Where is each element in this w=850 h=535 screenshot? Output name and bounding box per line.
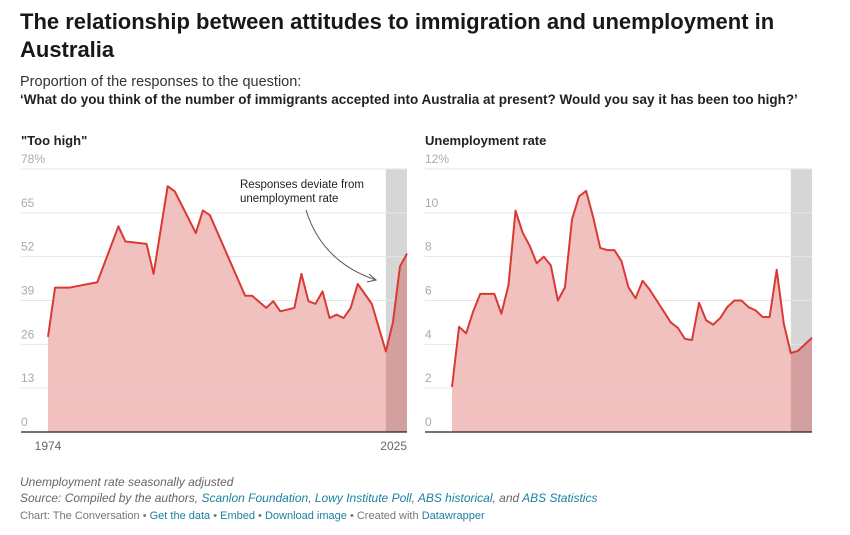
get-data-link[interactable]: Get the data xyxy=(149,510,211,522)
x-tick-label: 2025 xyxy=(380,439,407,453)
annotation-text: Responses deviate from xyxy=(240,179,364,191)
chart-subtitle: Proportion of the responses to the quest… xyxy=(20,74,302,90)
sep: , and xyxy=(492,491,523,505)
source-link-abs-historical[interactable]: ABS historical xyxy=(417,491,493,505)
y-tick-label: 52 xyxy=(21,240,35,254)
notes: Unemployment rate seasonally adjusted So… xyxy=(20,474,597,506)
y-tick-label: 2 xyxy=(425,371,432,385)
annotation-text: unemployment rate xyxy=(240,193,338,205)
source-link-abs-statistics[interactable]: ABS Statistics xyxy=(522,491,598,505)
x-tick-label: 1974 xyxy=(35,439,62,453)
y-tick-label: 6 xyxy=(425,284,432,298)
dot: • xyxy=(139,510,150,522)
area-fill xyxy=(48,186,407,432)
left-panel-title: "Too high" xyxy=(21,133,88,148)
series-line xyxy=(451,189,813,388)
source-link-lowy[interactable]: Lowy Institute Poll xyxy=(314,491,412,505)
y-tick-label: 26 xyxy=(21,327,35,341)
download-image-link[interactable]: Download image xyxy=(264,510,347,522)
y-tick-label: 0 xyxy=(21,415,28,429)
dot: • xyxy=(254,510,265,522)
area-fill xyxy=(452,190,812,432)
source-prefix: Source: Compiled by the authors, xyxy=(20,491,202,505)
y-tick-label: 65 xyxy=(21,196,35,210)
datawrapper-link[interactable]: Datawrapper xyxy=(421,510,485,522)
area-fill-shaded xyxy=(790,337,812,432)
y-tick-label: 0 xyxy=(425,415,432,429)
seasonal-note: Unemployment rate seasonally adjusted xyxy=(20,475,234,489)
created-with: Created with xyxy=(356,510,419,522)
arrowhead-icon xyxy=(366,273,378,283)
area-fill-shaded xyxy=(385,253,407,432)
credit: Chart: The Conversation xyxy=(20,510,140,522)
sep: , xyxy=(411,491,418,505)
y-tick-label: 8 xyxy=(425,240,432,254)
annotation-arrow xyxy=(305,209,377,281)
source-link-scanlon[interactable]: Scanlon Foundation xyxy=(201,491,309,505)
dot: • xyxy=(346,510,357,522)
dot: • xyxy=(210,510,221,522)
sep: , xyxy=(308,491,315,505)
chart-title: The relationship between attitudes to im… xyxy=(20,9,775,62)
survey-question: ‘What do you think of the number of immi… xyxy=(20,92,798,107)
right-panel-title: Unemployment rate xyxy=(425,133,547,148)
y-tick-label: 13 xyxy=(21,371,35,385)
y-tick-label: 78% xyxy=(21,152,45,166)
embed-link[interactable]: Embed xyxy=(220,510,255,522)
source-line: Source: Compiled by the authors, Scanlon… xyxy=(20,490,597,506)
y-tick-label: 10 xyxy=(425,196,439,210)
y-tick-label: 12% xyxy=(425,152,449,166)
y-tick-label: 39 xyxy=(21,284,35,298)
footer: Chart: The Conversation • Get the data •… xyxy=(20,510,485,522)
y-tick-label: 4 xyxy=(425,327,432,341)
